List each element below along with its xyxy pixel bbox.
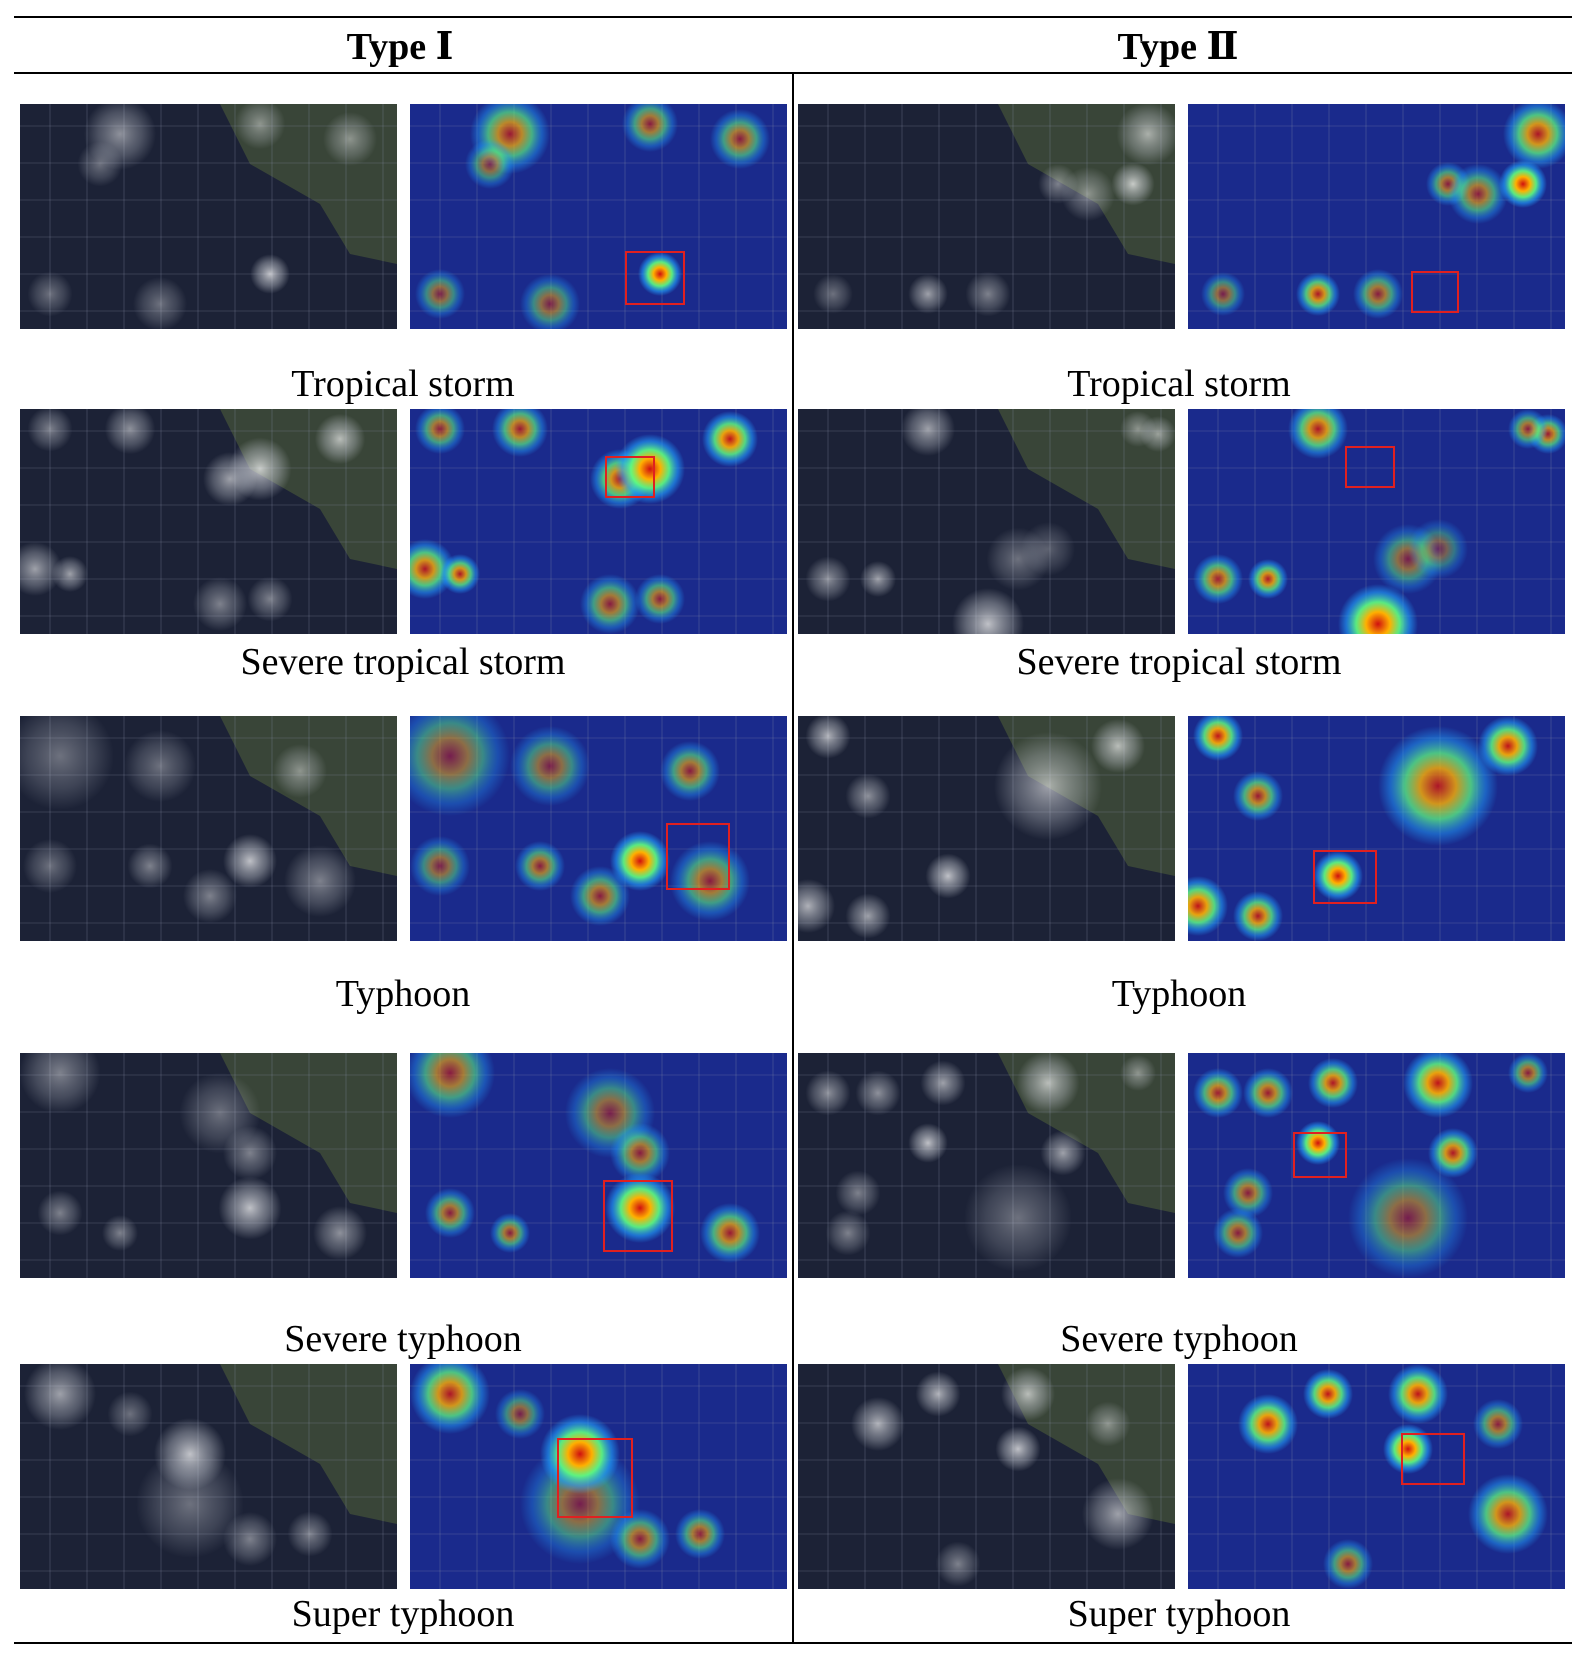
satellite-image-type1-row4 bbox=[20, 1053, 397, 1278]
caption-row1-right: Tropical storm bbox=[1067, 363, 1291, 405]
bottom-rule bbox=[14, 1642, 1572, 1644]
heatmap-image-type1-row5 bbox=[410, 1364, 787, 1589]
detection-box bbox=[603, 1180, 673, 1252]
detection-box bbox=[1401, 1433, 1465, 1485]
satellite-image-type1-row1 bbox=[20, 104, 397, 329]
satellite-image-type2-row2 bbox=[798, 409, 1175, 634]
top-rule bbox=[14, 16, 1572, 18]
caption-row3-left: Typhoon bbox=[335, 973, 471, 1015]
caption-row1-left: Tropical storm bbox=[291, 363, 515, 405]
satellite-image-type2-row4 bbox=[798, 1053, 1175, 1278]
satellite-image-type1-row2 bbox=[20, 409, 397, 634]
caption-row5-right: Super typhoon bbox=[1067, 1593, 1291, 1635]
detection-box bbox=[1345, 446, 1395, 488]
satellite-image-type1-row3 bbox=[20, 716, 397, 941]
detection-box bbox=[1293, 1132, 1347, 1178]
detection-box bbox=[625, 251, 685, 305]
column-header-type-2: Type Ⅱ bbox=[1117, 26, 1239, 68]
heatmap-image-type1-row1 bbox=[410, 104, 787, 329]
caption-row3-right: Typhoon bbox=[1111, 973, 1247, 1015]
caption-row5-left: Super typhoon bbox=[291, 1593, 515, 1635]
column-header-type-1: Type Ⅰ bbox=[346, 26, 454, 68]
satellite-image-type1-row5 bbox=[20, 1364, 397, 1589]
detection-box bbox=[605, 456, 655, 498]
heatmap-image-type1-row3 bbox=[410, 716, 787, 941]
heatmap-image-type2-row2 bbox=[1188, 409, 1565, 634]
satellite-image-type2-row3 bbox=[798, 716, 1175, 941]
detection-box bbox=[557, 1438, 633, 1518]
heatmap-image-type2-row4 bbox=[1188, 1053, 1565, 1278]
caption-row4-left: Severe typhoon bbox=[284, 1318, 522, 1360]
caption-row2-right: Severe tropical storm bbox=[1016, 641, 1342, 683]
caption-row2-left: Severe tropical storm bbox=[240, 641, 566, 683]
heatmap-image-type2-row1 bbox=[1188, 104, 1565, 329]
heatmap-image-type2-row5 bbox=[1188, 1364, 1565, 1589]
heatmap-image-type1-row4 bbox=[410, 1053, 787, 1278]
column-divider bbox=[792, 73, 794, 1642]
satellite-image-type2-row5 bbox=[798, 1364, 1175, 1589]
heatmap-image-type1-row2 bbox=[410, 409, 787, 634]
detection-box bbox=[1411, 271, 1459, 313]
detection-box bbox=[1313, 850, 1377, 904]
heatmap-image-type2-row3 bbox=[1188, 716, 1565, 941]
detection-box bbox=[666, 823, 730, 890]
caption-row4-right: Severe typhoon bbox=[1060, 1318, 1298, 1360]
satellite-image-type2-row1 bbox=[798, 104, 1175, 329]
